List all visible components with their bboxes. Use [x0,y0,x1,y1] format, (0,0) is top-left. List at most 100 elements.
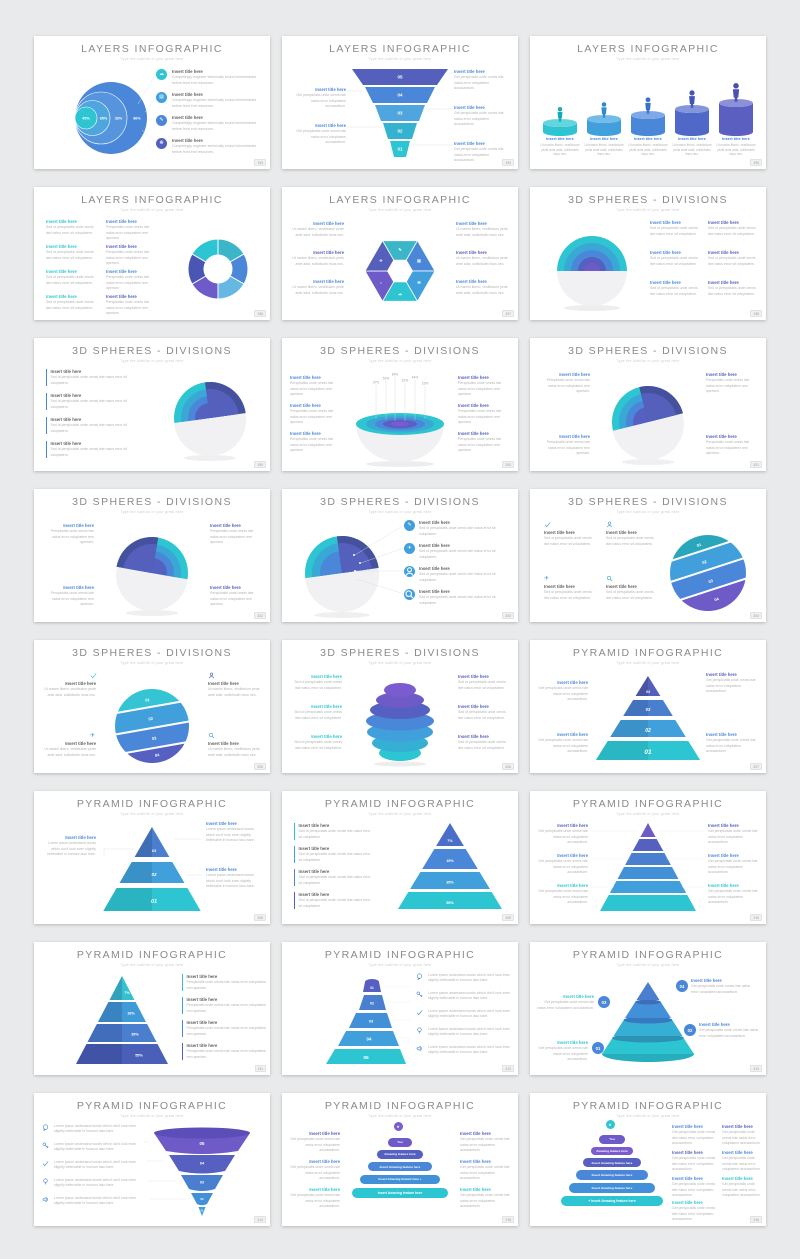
item-title: Insert title here [708,250,739,255]
feature-pill[interactable]: Insert Amazing feature here [368,1162,432,1171]
item-body: Perspiciatis unde omnis iste natus error… [290,437,334,452]
slide-spheres-callouts[interactable]: 3D SPHERES - DIVISIONS Type the subtitle… [282,489,518,622]
item-body: Sed ut perspiciatis unde omnis iste natu… [419,526,496,536]
item-body: Get perspiciatis unde omnis iste natus e… [672,1206,716,1221]
slide-pyramid-cone-badges[interactable]: PYRAMID INFOGRAPHIC Type the subtitle of… [530,942,766,1075]
item-body: Lorem ipsum andestand words which don't … [428,1045,511,1055]
text-block: Lorem ipsum andestand words which don't … [428,1045,512,1055]
slide-layers-funnel[interactable]: LAYERS INFOGRAPHIC Type the subtitle of … [282,36,518,169]
item-body: Sed ut perspiciatis unde omnis iste natu… [544,590,592,600]
slide-layers-circles[interactable]: LAYERS INFOGRAPHIC Type the subtitle of … [34,36,270,169]
pct-label: 65% [100,117,108,121]
feature-pill[interactable]: + Insert Amazing feature here [561,1195,663,1206]
item-body: Sed ut perspiciatis unde omnis iste natu… [46,300,94,310]
item-body: Sed ut perspiciatis unde omnis iste natu… [298,898,371,908]
slide-spheres-bands[interactable]: 3D SPHERES - DIVISIONS Type the subtitle… [530,489,766,622]
text-block: Insert title here Sed ut perspiciatis un… [46,244,98,261]
page-number: 207 [750,763,762,770]
slide-subtitle: Type the subtitle of your great here [368,1113,432,1118]
item-body: Ut maxim libero, vestibulum pede ante ad… [456,227,508,237]
slide-layers-cylinders[interactable]: LAYERS INFOGRAPHIC Type the subtitle of … [530,36,766,169]
item-body: Get perspiciatis unde omnis iste natus e… [722,1182,761,1197]
item-title: Insert title here [706,372,737,377]
slide-pyramid-pills-left[interactable]: PYRAMID INFOGRAPHIC Type the subtitle of… [530,1093,766,1226]
slide-spheres-cutaway-list[interactable]: 3D SPHERES - DIVISIONS Type the subtitle… [34,338,270,471]
slide-spheres-cutaway-corners-2[interactable]: 3D SPHERES - DIVISIONS Type the subtitle… [34,489,270,622]
slide-spheres-cutaway-corners[interactable]: 3D SPHERES - DIVISIONS Type the subtitle… [530,338,766,471]
slide-pyramid-stepped[interactable]: PYRAMID INFOGRAPHIC Type the subtitle of… [530,640,766,773]
item-title: Insert title here [46,219,77,224]
item-body: Sed ut perspiciatis unde omnis iste natu… [50,423,127,433]
item-title: Insert title here [290,403,321,408]
slide-spheres-rings[interactable]: 3D SPHERES - DIVISIONS Type the subtitle… [282,640,518,773]
slide-pyramid-six[interactable]: PYRAMID INFOGRAPHIC Type the subtitle of… [530,791,766,924]
hexagon-segments-graphic: ✎ ▤ ✉ ☁ ○ ✈ [364,239,436,303]
text-block: Insert title here Perspiciatis unde omni… [42,523,94,545]
slide-subtitle: Type the subtitle of your great here [120,56,184,61]
slide-subtitle: Type the subtitle of your great here [120,660,184,665]
slide-spheres-slices[interactable]: 3D SPHERES - DIVISIONS Type the subtitle… [34,640,270,773]
text-block: Insert title here Get perspiciatis unde … [536,823,588,845]
page-number: 212 [502,1065,514,1072]
text-block: Insert title here Lorem ipsum andestand … [206,867,262,889]
item-title: Insert title here [557,883,588,888]
feature-pill[interactable]: Insert Amazing feature here + [360,1174,440,1184]
text-block: Insert title here Perspiciatis unde omni… [458,431,510,453]
circle-icon: ○ [380,280,383,285]
feature-pill[interactable]: You [388,1138,412,1147]
slide-pyramid-three[interactable]: PYRAMID INFOGRAPHIC Type the subtitle of… [34,791,270,924]
item-title: Insert title here [722,136,750,141]
feature-pill[interactable]: Insert Amazing feature here [352,1187,448,1198]
text-block: Insert title here Get perspiciatis unde … [291,123,346,145]
slide-subtitle: Type the subtitle of your great here [616,509,680,514]
slide-spheres-bowl[interactable]: 3D SPHERES - DIVISIONS Type the subtitle… [282,338,518,471]
slide-pyramid-tall[interactable]: PYRAMID INFOGRAPHIC Type the subtitle of… [34,942,270,1075]
item-body: Perspiciatis unde omnis iste natus error… [106,225,150,240]
text-block: Insert title here Sed ut perspiciatis un… [606,530,656,547]
item-body: Compellingly engineer technically sound … [172,121,257,131]
slide-layers-ring[interactable]: LAYERS INFOGRAPHIC Type the subtitle of … [34,187,270,320]
slide-pyramid-leaning-cone[interactable]: PYRAMID INFOGRAPHIC Type the subtitle of… [282,942,518,1075]
speech-bubble-icon [416,973,423,980]
text-block: Insert title here Lorem ipsum andestand … [206,821,262,843]
leaning-cone-graphic: 01 02 03 04 05 [326,979,412,1064]
text-block: Insert title here Sed ut perspiciatis un… [650,280,700,297]
slide-pyramid-pills-center[interactable]: PYRAMID INFOGRAPHIC Type the subtitle of… [282,1093,518,1226]
page-number: 202 [254,612,266,619]
feature-pill[interactable]: You [599,1135,625,1144]
item-body: Sed ut perspiciatis unde omnis iste natu… [708,226,756,236]
item-body: Ut maxim libero, vestibulum pede ante ad… [292,256,344,266]
text-block: Lorem ipsum andestand words which don't … [428,1027,512,1037]
item-title: Insert title here [544,530,575,535]
text-block: Insert title here Get perspiciatis unde … [536,994,594,1011]
pct-label: 55% [446,901,454,905]
slide-pyramid-percent[interactable]: PYRAMID INFOGRAPHIC Type the subtitle of… [282,791,518,924]
speech-bubble-icon [42,1124,49,1131]
item-body: Perspiciatis unde omnis iste natus error… [290,381,334,396]
slide-subtitle: Type the subtitle of your great here [368,56,432,61]
pct-label: 7% [447,839,453,843]
slide-subtitle: Type the subtitle of your great here [616,811,680,816]
feature-pill[interactable]: Insert Amazing feature here [576,1170,648,1180]
feature-pill[interactable]: Insert Amazing feature here [583,1158,641,1167]
item-title: Insert title here [456,221,487,226]
slide-title: 3D SPHERES - DIVISIONS [568,194,728,206]
text-block: Insert title here Perspiciatis unde omni… [182,974,267,991]
item-body: Lorem ipsum andestand words which don't … [54,1160,137,1170]
text-block: Insert title here Sed ut perspiciatis un… [46,417,143,434]
feature-pill[interactable]: Amazing feature here [591,1146,633,1155]
slide-layers-hexagon[interactable]: LAYERS INFOGRAPHIC Type the subtitle of … [282,187,518,320]
item-title: Insert title here [65,681,96,686]
item-body: Ut maxim libero, vestibulum pede ante ad… [716,142,756,157]
item-title: Insert title here [186,974,218,979]
slide-spheres-half[interactable]: 3D SPHERES - DIVISIONS Type the subtitle… [530,187,766,320]
feature-pill[interactable]: Amazing feature here [377,1150,423,1159]
feature-pill[interactable]: Insert Amazing feature here [569,1182,655,1193]
item-body: Get perspiciatis unde omnis iste natus e… [296,93,346,108]
sliced-sphere-graphic: 01 02 03 04 [109,683,195,769]
item-title: Insert title here [563,994,594,999]
text-block: Lorem ipsum andestand words which don't … [54,1178,142,1188]
item-title: Insert title here [298,892,330,897]
slide-pyramid-inverted-funnel[interactable]: PYRAMID INFOGRAPHIC Type the subtitle of… [34,1093,270,1226]
item-body: Get perspiciatis unde omnis iste natus e… [537,1000,594,1010]
